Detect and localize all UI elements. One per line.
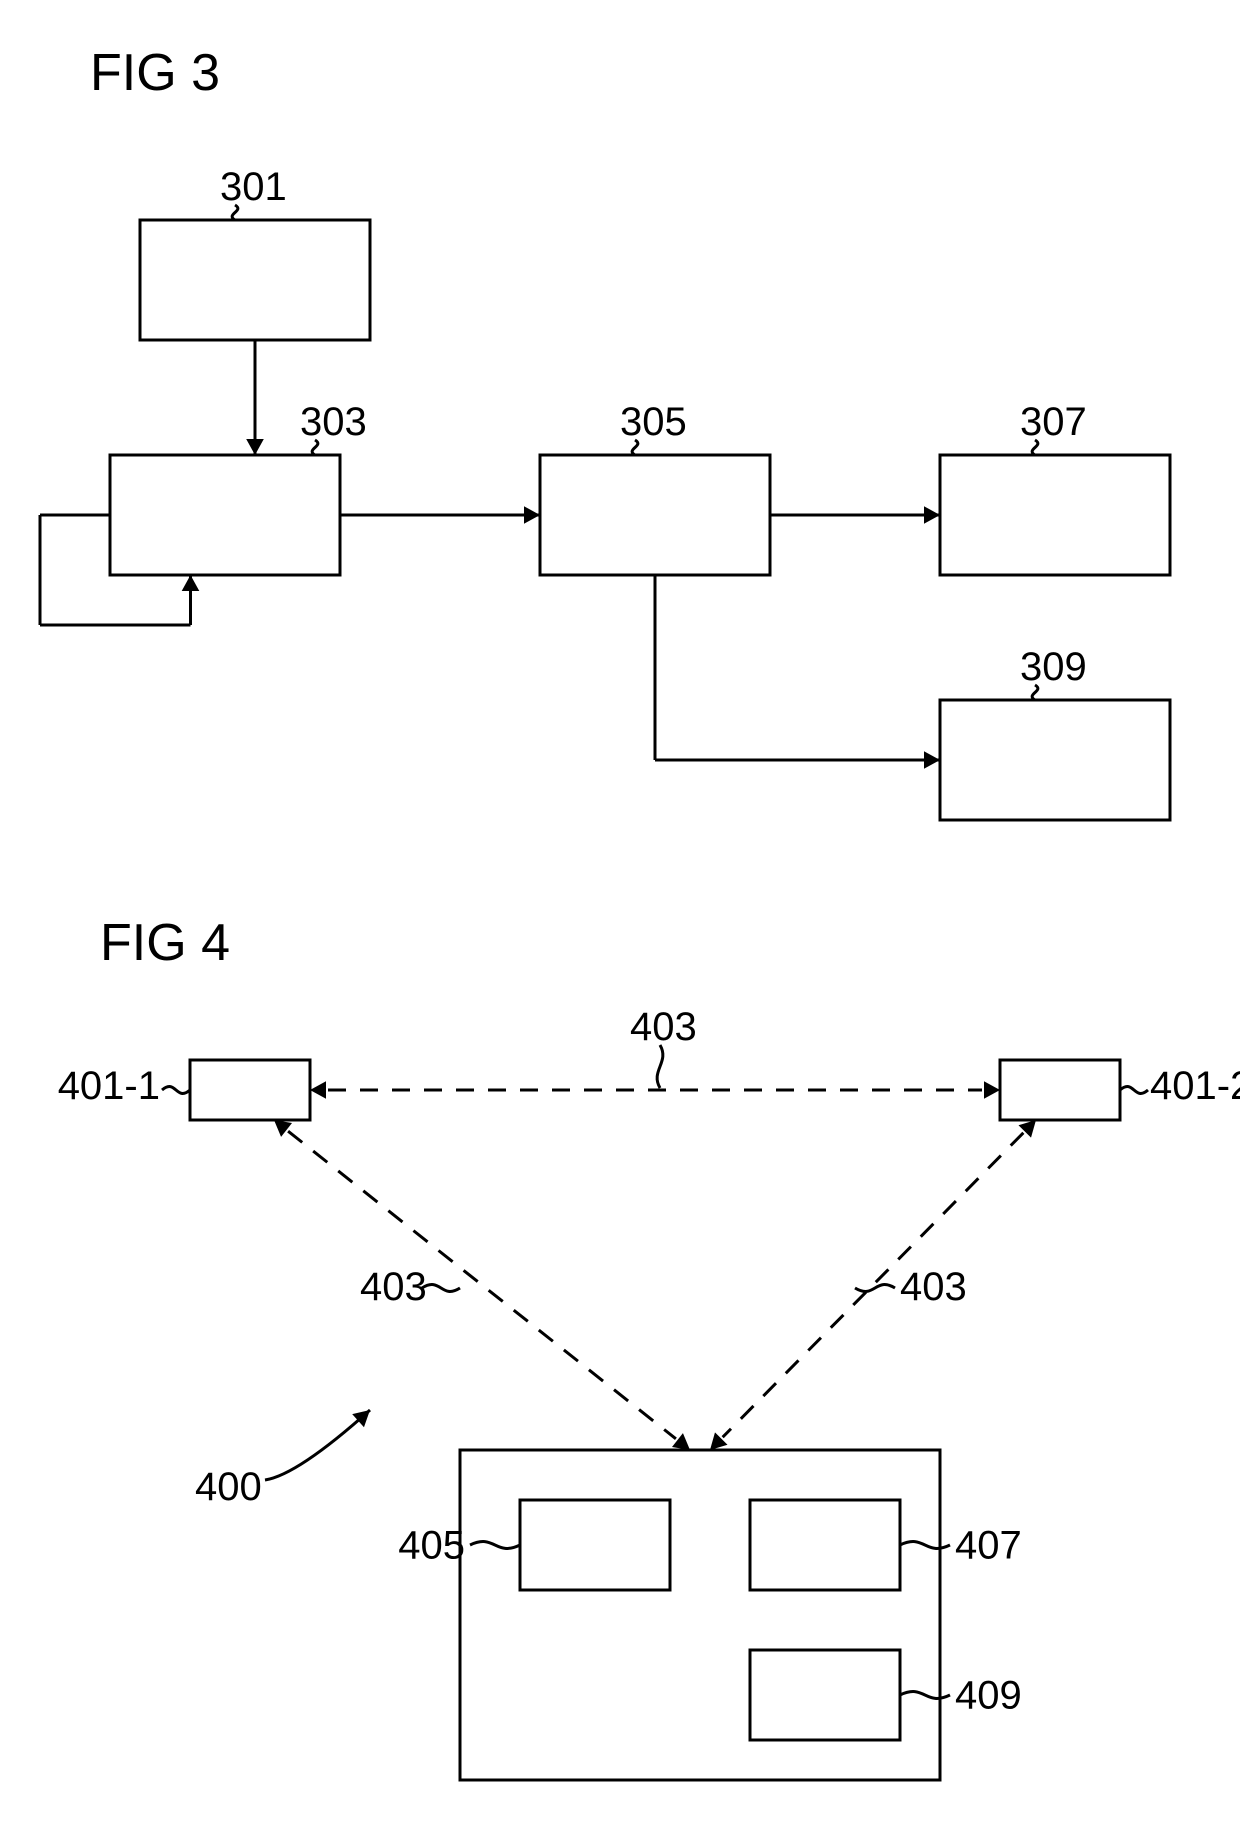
fig4-inner-label-407: 407 (955, 1524, 1022, 1568)
fig4-node-401-1 (190, 1060, 310, 1120)
fig4-leader-401-2 (1120, 1087, 1148, 1094)
fig3-node-301 (140, 220, 370, 340)
fig3-edge-2-head (924, 506, 940, 524)
fig4-edge-top-headL (310, 1081, 326, 1099)
fig4-leader-403-top (657, 1045, 663, 1088)
fig3-label-301: 301 (220, 165, 287, 209)
fig4-inner-409 (750, 1650, 900, 1740)
fig3-label-305: 305 (620, 400, 687, 444)
fig4-label-401-1: 401-1 (58, 1064, 160, 1108)
fig4-edge-top-headR (984, 1081, 1000, 1099)
fig4-label-403-top: 403 (630, 1005, 697, 1049)
fig4-inner-label-405: 405 (398, 1524, 465, 1568)
fig3-node-303 (110, 455, 340, 575)
fig4-label-403-right: 403 (900, 1265, 967, 1309)
fig3-edge-3-head (924, 751, 940, 769)
fig4-inner-leader-409 (900, 1692, 950, 1699)
fig3-node-307 (940, 455, 1170, 575)
fig4-node-401-2 (1000, 1060, 1120, 1120)
fig4-label-400: 400 (195, 1465, 262, 1509)
fig4-inner-405 (520, 1500, 670, 1590)
fig3-label-309: 309 (1020, 645, 1087, 689)
fig4-edge-left-head-from (274, 1120, 292, 1137)
fig4-leader-401-1 (162, 1087, 190, 1094)
fig4-inner-leader-407 (900, 1542, 950, 1549)
fig3-edge-1-head (524, 506, 540, 524)
fig4-edge-left (288, 1131, 676, 1439)
fig3-node-305 (540, 455, 770, 575)
fig4-edge-right (723, 1133, 1024, 1437)
fig4-400-arrow (265, 1410, 370, 1480)
fig3-node-309 (940, 700, 1170, 820)
fig3-edge-0-head (246, 439, 264, 455)
fig4-inner-label-409: 409 (955, 1674, 1022, 1718)
fig3-label-307: 307 (1020, 400, 1087, 444)
fig4-edge-left-head-to (672, 1433, 690, 1450)
fig4-leader-403-left (422, 1285, 460, 1292)
fig4-inner-leader-405 (470, 1542, 520, 1549)
fig4-label-401-2: 401-2 (1150, 1064, 1240, 1108)
fig4-title: FIG 4 (100, 914, 230, 972)
fig3-edge-4-head (182, 575, 200, 591)
fig4-label-403-left: 403 (360, 1265, 427, 1309)
fig3-label-303: 303 (300, 400, 367, 444)
fig3-title: FIG 3 (90, 44, 220, 102)
fig4-inner-407 (750, 1500, 900, 1590)
fig4-leader-403-right (855, 1285, 895, 1292)
